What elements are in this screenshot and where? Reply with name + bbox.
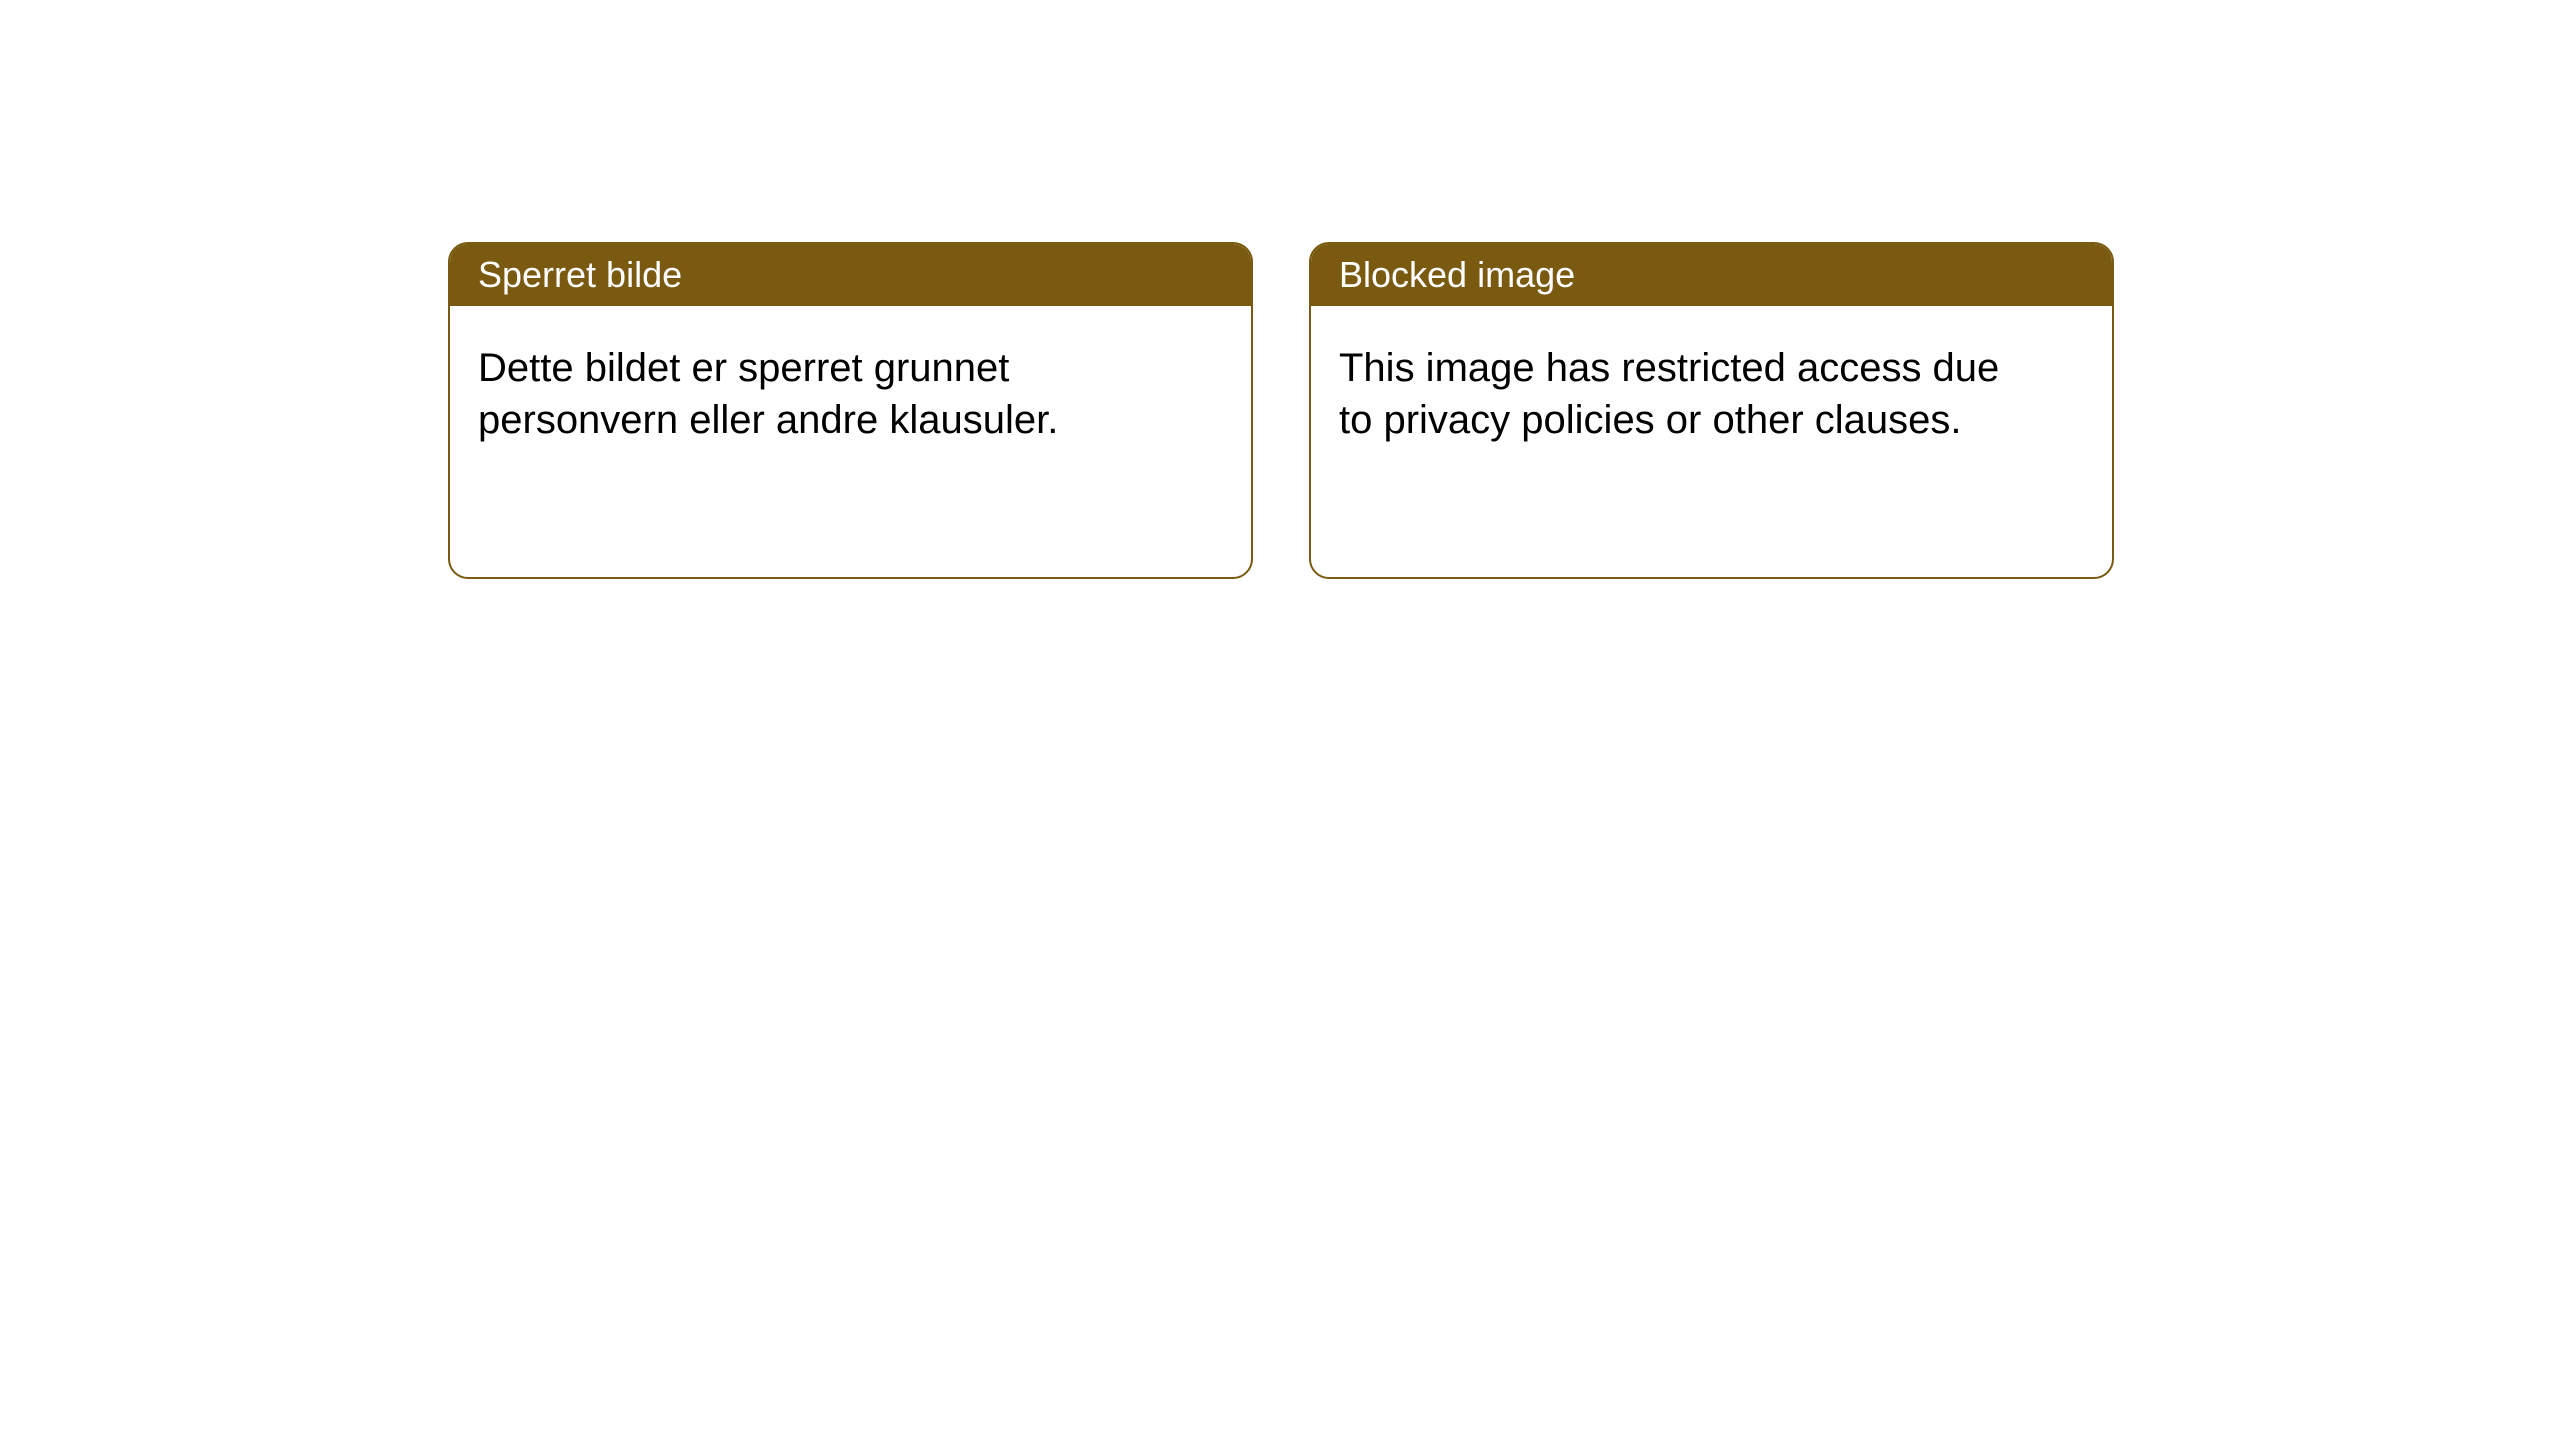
card-title-no: Sperret bilde [478,254,682,296]
card-title-en: Blocked image [1339,254,1575,296]
card-header-en: Blocked image [1311,244,2112,306]
card-body-en: This image has restricted access due to … [1311,306,2031,482]
card-message-en: This image has restricted access due to … [1339,346,1999,442]
blocked-image-cards-container: Sperret bilde Dette bildet er sperret gr… [448,242,2114,579]
card-body-no: Dette bildet er sperret grunnet personve… [450,306,1170,482]
card-header-no: Sperret bilde [450,244,1251,306]
blocked-image-card-en: Blocked image This image has restricted … [1309,242,2114,579]
blocked-image-card-no: Sperret bilde Dette bildet er sperret gr… [448,242,1253,579]
card-message-no: Dette bildet er sperret grunnet personve… [478,346,1058,442]
